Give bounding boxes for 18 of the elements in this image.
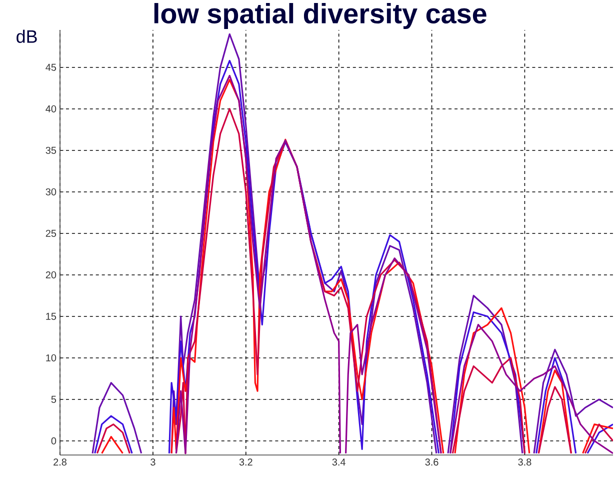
y-tick-label: 20 bbox=[46, 271, 56, 278]
y-tick-label: 0 bbox=[51, 437, 56, 444]
chart-title: low spatial diversity case bbox=[154, 3, 486, 30]
x-tick-label: 3 bbox=[150, 458, 156, 466]
y-tick-label: 35 bbox=[46, 146, 56, 154]
x-tick-label: 3.4 bbox=[332, 458, 346, 466]
x-tick-label: 3.6 bbox=[425, 458, 438, 466]
x-tick-label: 3.2 bbox=[239, 458, 252, 466]
y-tick-label: 5 bbox=[51, 396, 56, 403]
y-tick-label: 40 bbox=[46, 105, 56, 112]
x-tick-label: 2.8 bbox=[54, 458, 66, 466]
x-tick-label: 3.8 bbox=[518, 458, 532, 466]
y-tick-label: 15 bbox=[46, 312, 56, 320]
y-tick-label: 25 bbox=[46, 230, 56, 237]
y-tick-label: 30 bbox=[46, 188, 56, 196]
y-tick-label: 45 bbox=[46, 64, 56, 71]
y-axis-title: dB bbox=[16, 30, 37, 43]
y-tick-label: 10 bbox=[46, 354, 56, 362]
